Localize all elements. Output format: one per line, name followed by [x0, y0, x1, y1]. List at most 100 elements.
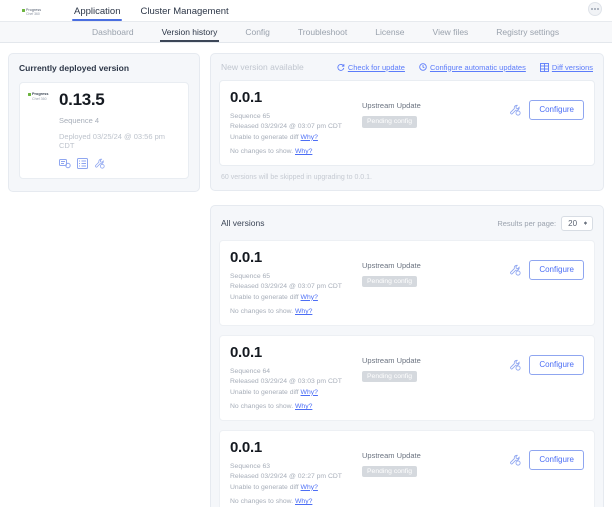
version-upstream-label: Upstream Update: [362, 450, 421, 460]
tab-version-history-label: Version history: [161, 27, 218, 37]
version-upstream-label: Upstream Update: [362, 355, 421, 365]
new-version-number: 0.0.1: [230, 89, 262, 106]
wrench-gear-icon[interactable]: [509, 264, 521, 276]
new-version-available-section: New version available Check for update C…: [210, 53, 604, 191]
new-version-diff-why-link[interactable]: Why?: [300, 133, 318, 141]
wrench-gear-icon[interactable]: [509, 359, 521, 371]
version-diff-text: Unable to generate diff: [230, 388, 299, 396]
version-diff-text: Unable to generate diff: [230, 293, 299, 301]
version-sequence: Sequence 64: [230, 367, 271, 375]
new-version-changes-line: No changes to show. Why?: [230, 148, 362, 155]
tab-registry-settings-label: Registry settings: [496, 27, 560, 37]
status-badge: Pending config: [362, 116, 417, 128]
clock-icon: [419, 63, 427, 71]
tab-license-label: License: [375, 27, 405, 37]
new-version-card-right: Configure: [509, 90, 584, 120]
new-version-title: New version available: [221, 62, 304, 72]
version-changes-why-link[interactable]: Why?: [295, 402, 313, 410]
edit-config-icon[interactable]: [77, 158, 88, 169]
deployed-details: 0.13.5 Sequence 4 Deployed 03/25/24 @ 03…: [59, 91, 180, 169]
grid-icon: [539, 62, 549, 72]
version-released: Released 03/29/24 @ 03:03 pm CDT: [230, 378, 342, 386]
results-per-page-select[interactable]: 20 ▲ ▼: [561, 215, 593, 231]
refresh-icon: [337, 63, 345, 71]
version-changes-why-link[interactable]: Why?: [295, 307, 313, 315]
version-changes-text: No changes to show.: [230, 497, 294, 505]
results-per-page: Results per page: 20 ▲ ▼: [497, 215, 593, 231]
deployed-actions: [59, 158, 180, 169]
version-meta: Sequence 65 Released 03/29/24 @ 03:07 pm…: [230, 272, 362, 303]
version-diff-line: Unable to generate diff Why?: [230, 388, 362, 398]
version-released: Released 03/29/24 @ 03:07 pm CDT: [230, 283, 342, 291]
stepper-arrows-icon[interactable]: ▲ ▼: [583, 219, 588, 227]
version-row-right: Configure: [509, 345, 584, 375]
new-version-diff-line: Unable to generate diff Why?: [230, 133, 362, 143]
version-row-left: 0.0.1 Sequence 63 Released 03/29/24 @ 02…: [230, 440, 362, 505]
header-actions: Check for update Configure automatic upd…: [337, 63, 593, 72]
tab-view-files[interactable]: View files: [419, 22, 483, 42]
tab-registry-settings[interactable]: Registry settings: [482, 22, 573, 42]
right-column: New version available Check for update C…: [210, 53, 604, 507]
new-version-changes-why-link[interactable]: Why?: [295, 147, 313, 155]
version-diff-line: Unable to generate diff Why?: [230, 483, 362, 493]
version-row-left: 0.0.1 Sequence 64 Released 03/29/24 @ 03…: [230, 345, 362, 410]
version-released: Released 03/29/24 @ 02:27 pm CDT: [230, 473, 342, 481]
version-changes-why-link[interactable]: Why?: [295, 497, 313, 505]
version-row: 0.0.1 Sequence 63 Released 03/29/24 @ 02…: [219, 429, 595, 507]
version-row-middle: Upstream Update Pending config: [362, 440, 509, 478]
status-badge: Pending config: [362, 275, 417, 288]
configure-button[interactable]: Configure: [529, 259, 584, 280]
version-changes-line: No changes to show. Why?: [230, 403, 362, 410]
version-upstream-label: Upstream Update: [362, 260, 421, 270]
configure-automatic-updates-button[interactable]: Configure automatic updates: [419, 63, 526, 72]
version-diff-why-link[interactable]: Why?: [300, 293, 318, 301]
results-per-page-label: Results per page:: [497, 218, 557, 228]
tab-version-history[interactable]: Version history: [148, 22, 232, 42]
new-version-released: Released 03/29/24 @ 03:07 pm CDT: [230, 123, 342, 131]
status-badge: Pending config: [362, 465, 417, 478]
wrench-gear-icon[interactable]: [94, 158, 105, 169]
check-for-update-label: Check for update: [347, 62, 405, 72]
top-tab-application-label: Application: [74, 6, 121, 17]
tab-view-files-label: View files: [432, 27, 469, 37]
version-row: 0.0.1 Sequence 64 Released 03/29/24 @ 03…: [219, 334, 595, 421]
new-version-changes-text: No changes to show.: [230, 147, 294, 155]
configure-button[interactable]: Configure: [529, 354, 584, 375]
top-bar: Progress Chef 360 Application Cluster Ma…: [0, 0, 612, 21]
version-list: 0.0.1 Sequence 65 Released 03/29/24 @ 03…: [219, 239, 595, 507]
user-dots-icon[interactable]: [588, 2, 602, 16]
version-number: 0.0.1: [230, 343, 262, 361]
new-version-card-left: 0.0.1 Sequence 65 Released 03/29/24 @ 03…: [230, 90, 362, 155]
version-meta: Sequence 64 Released 03/29/24 @ 03:03 pm…: [230, 367, 362, 398]
version-meta: Sequence 63 Released 03/29/24 @ 02:27 pm…: [230, 462, 362, 493]
version-diff-why-link[interactable]: Why?: [300, 388, 318, 396]
version-diff-why-link[interactable]: Why?: [300, 483, 318, 491]
top-tab-cluster-management[interactable]: Cluster Management: [130, 6, 238, 21]
status-badge: Pending config: [362, 370, 417, 383]
product-logo-line2: Chef 360: [32, 96, 47, 101]
version-sequence: Sequence 65: [230, 272, 271, 280]
tab-troubleshoot[interactable]: Troubleshoot: [284, 22, 361, 42]
diff-versions-button[interactable]: Diff versions: [539, 62, 593, 72]
new-version-sequence: Sequence 65: [230, 113, 271, 120]
top-tab-application[interactable]: Application: [64, 6, 130, 21]
wrench-gear-icon[interactable]: [509, 454, 521, 466]
tab-config[interactable]: Config: [231, 22, 284, 42]
configure-button[interactable]: Configure: [529, 100, 584, 120]
wrench-gear-icon[interactable]: [509, 104, 521, 116]
product-logo: Progress Chef 360: [28, 91, 54, 169]
check-for-update-button[interactable]: Check for update: [337, 63, 405, 72]
product-logo-line1: Progress: [32, 92, 49, 96]
configure-button[interactable]: Configure: [529, 449, 584, 470]
tab-dashboard[interactable]: Dashboard: [78, 22, 148, 42]
diff-versions-label: Diff versions: [551, 62, 593, 72]
brand-logo-line1: Progress: [26, 8, 42, 12]
results-per-page-value: 20: [568, 218, 578, 228]
page-body: Currently deployed version Progress Chef…: [0, 43, 612, 507]
all-versions-title: All versions: [221, 218, 265, 229]
tab-license[interactable]: License: [361, 22, 418, 42]
version-changes-text: No changes to show.: [230, 307, 294, 315]
currently-deployed-card: Currently deployed version Progress Chef…: [8, 53, 200, 192]
tab-dashboard-label: Dashboard: [92, 27, 134, 37]
config-diff-icon[interactable]: [59, 158, 71, 169]
